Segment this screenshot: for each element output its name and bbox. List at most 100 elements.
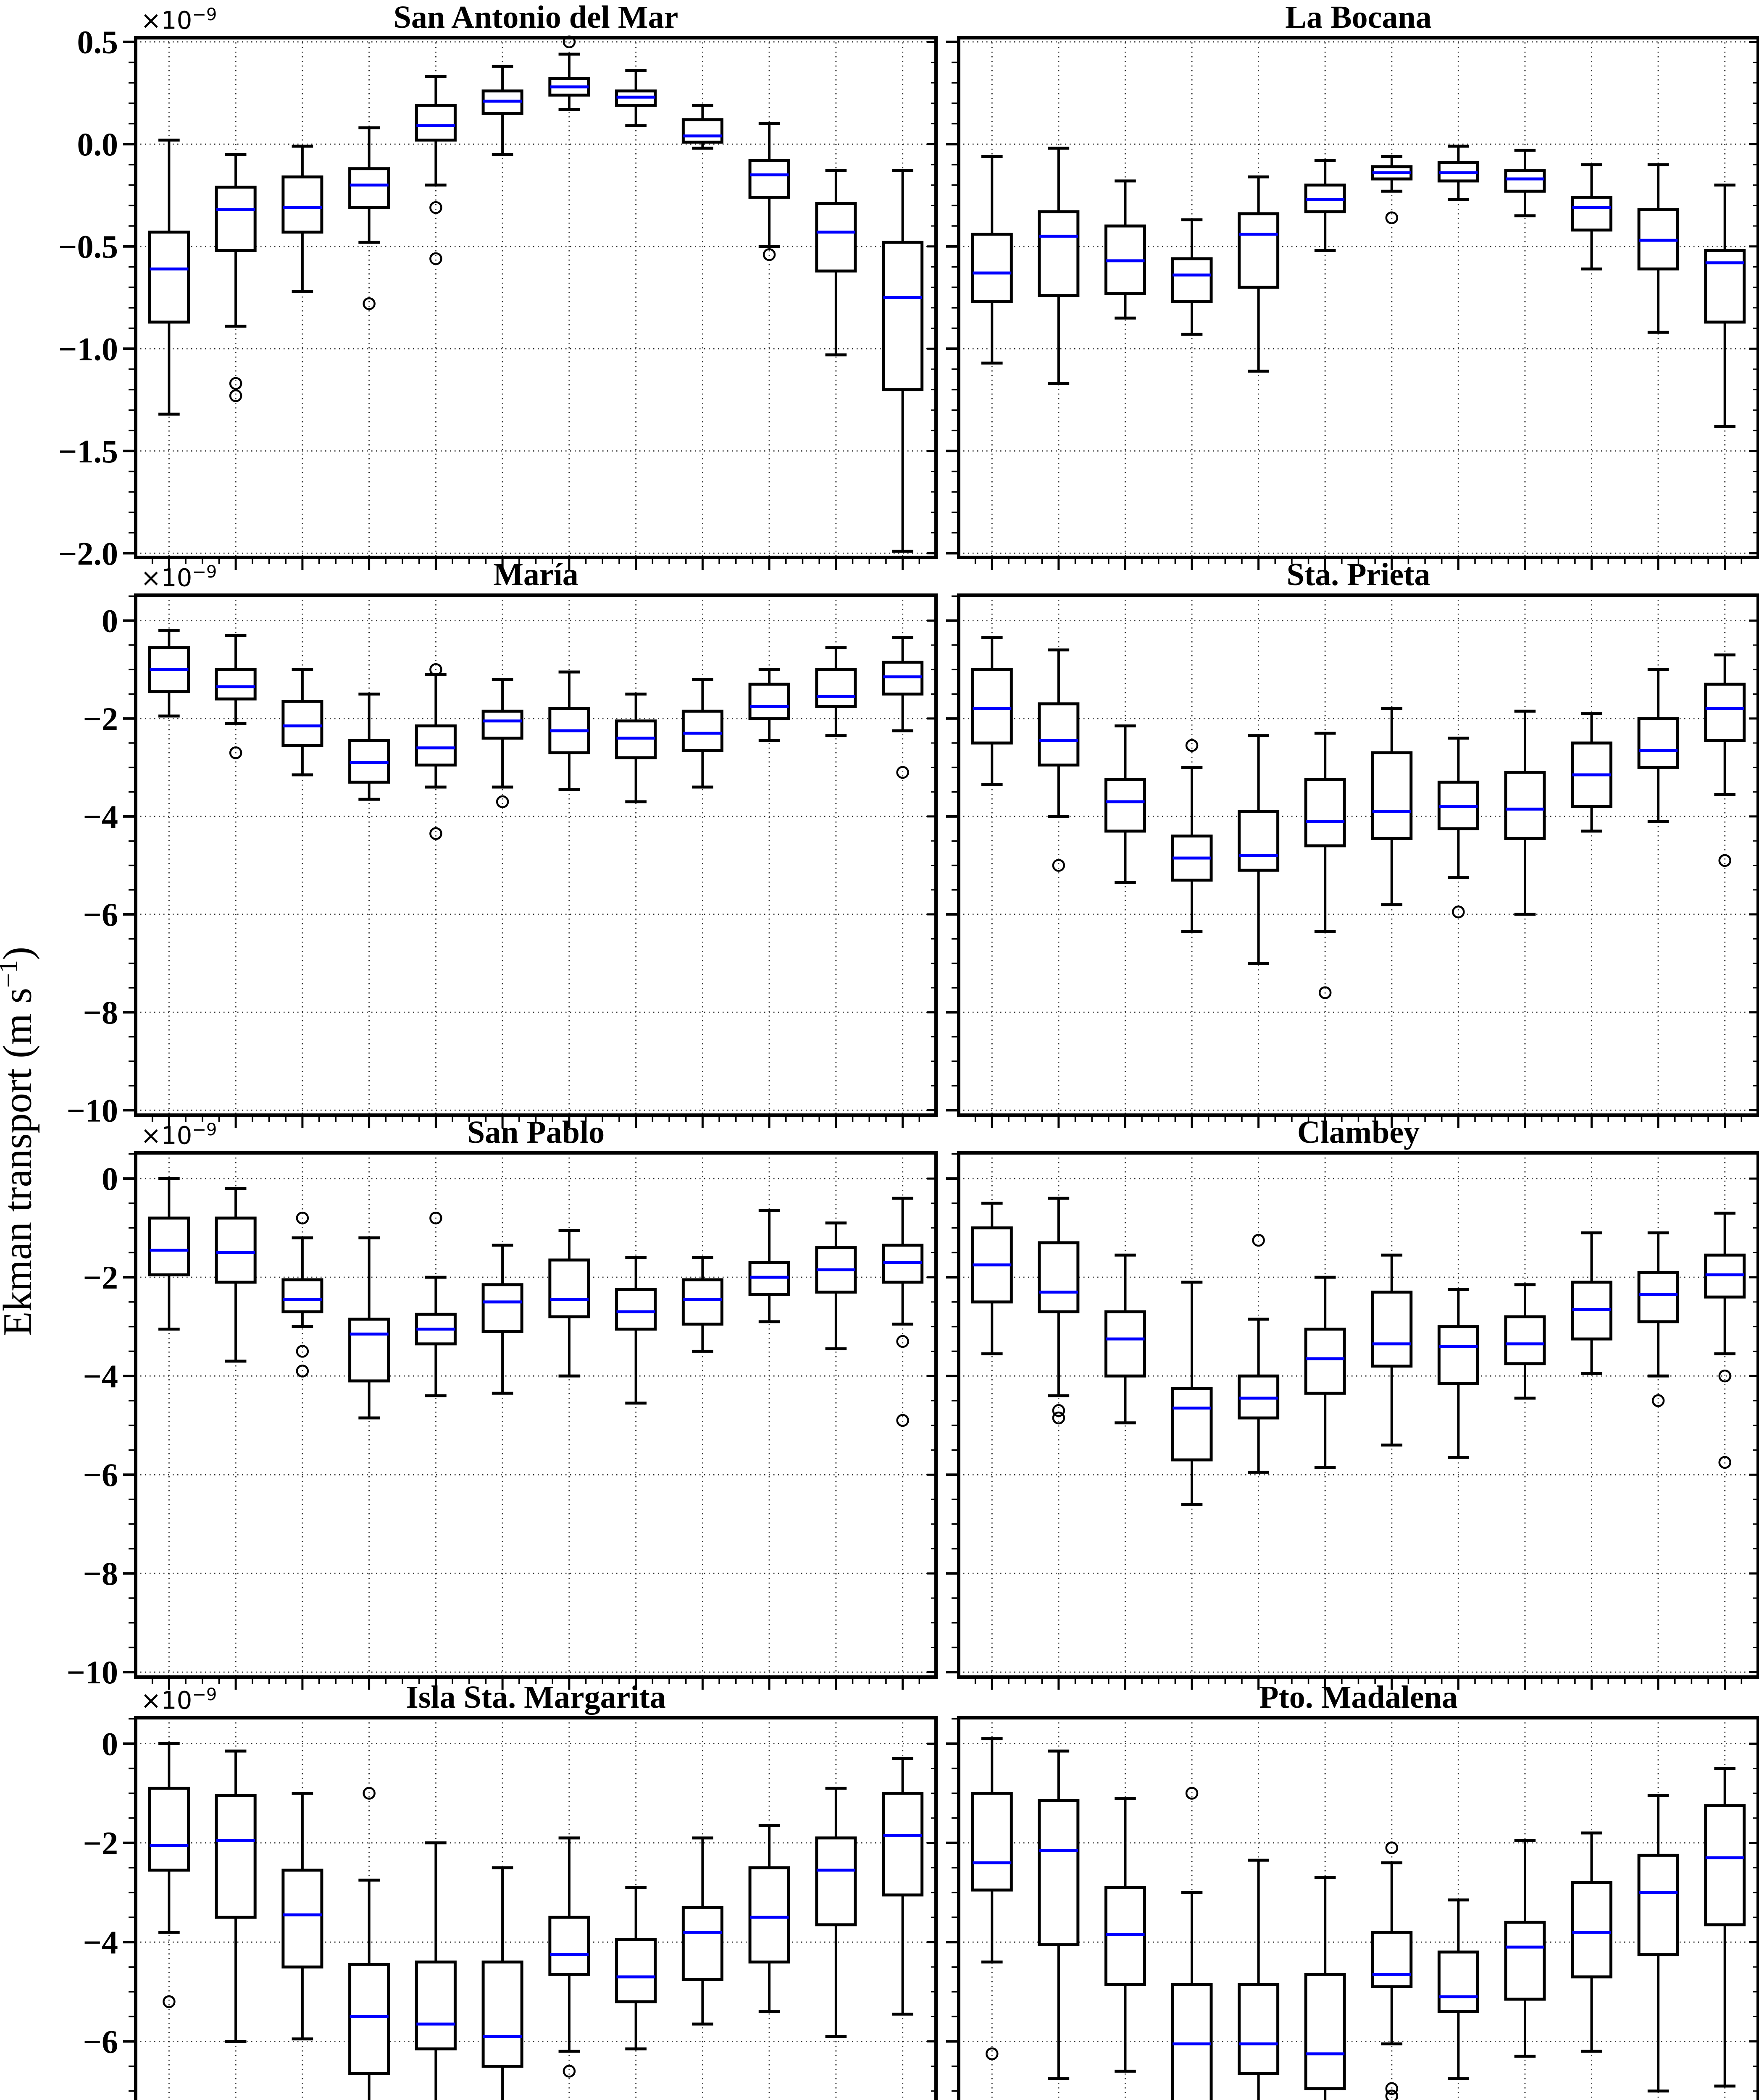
y-tick-label: −4 xyxy=(83,1924,118,1961)
outlier-marker xyxy=(896,1414,909,1427)
box-may xyxy=(415,724,457,767)
box-jun xyxy=(481,709,523,740)
panel-la-bocana xyxy=(946,36,1759,570)
outlier-marker xyxy=(1252,1234,1265,1247)
box-nov xyxy=(1637,717,1679,769)
box-apr xyxy=(1171,1387,1213,1462)
offset-base: ×10 xyxy=(141,6,192,35)
box-feb xyxy=(1038,1241,1080,1313)
y-axis-label-exponent: −1 xyxy=(0,960,23,988)
box-oct xyxy=(748,159,790,199)
y-axis-label: Ekman transport (m s−1) xyxy=(0,722,42,1562)
box-jul xyxy=(1371,751,1413,840)
box-oct xyxy=(1571,196,1613,232)
panel-sta-prieta xyxy=(946,593,1759,1128)
outlier-marker xyxy=(762,248,776,261)
y-tick-label: −2 xyxy=(83,1259,118,1296)
outlier-marker xyxy=(296,1211,309,1225)
box-apr xyxy=(1171,257,1213,303)
box-feb xyxy=(215,1216,257,1284)
box-jan xyxy=(971,233,1013,303)
outlier-marker xyxy=(1385,1841,1399,1854)
y-axis-offset-label: ×10−9 xyxy=(141,562,217,592)
box-jan xyxy=(148,1216,190,1276)
box-jul xyxy=(548,1916,590,1976)
box-oct xyxy=(748,1866,790,1964)
y-tick-label: 0 xyxy=(102,603,118,639)
y-axis-label-close: ) xyxy=(0,947,40,960)
axes-frame xyxy=(134,593,938,1117)
box-sep xyxy=(1504,1315,1546,1365)
y-axis-offset-label: ×10−9 xyxy=(141,1685,217,1714)
panel-title-maria: María xyxy=(493,557,578,592)
box-dec xyxy=(1704,249,1746,324)
box-apr xyxy=(348,1318,390,1383)
y-tick-label: −2 xyxy=(83,1825,118,1861)
y-tick-label: −1.5 xyxy=(58,433,118,470)
box-may xyxy=(1238,810,1280,872)
panel-title-san-antonio-del-mar: San Antonio del Mar xyxy=(393,0,678,35)
box-apr xyxy=(348,1963,390,2075)
offset-exponent: −9 xyxy=(192,1685,217,1704)
box-aug xyxy=(615,1938,657,2003)
offset-exponent: −9 xyxy=(192,1120,217,1139)
box-nov xyxy=(1637,1270,1679,1323)
y-tick-label: −8 xyxy=(83,994,118,1031)
y-tick-label: −6 xyxy=(83,1457,118,1493)
box-dec xyxy=(1704,1804,1746,1927)
box-may xyxy=(1238,1983,1280,2075)
panel-title-la-bocana: La Bocana xyxy=(1285,0,1432,35)
y-tick-label: −6 xyxy=(83,896,118,933)
box-sep xyxy=(1504,169,1546,193)
box-jun xyxy=(1304,778,1346,848)
y-tick-label: 0.0 xyxy=(77,126,118,163)
axes-frame xyxy=(957,36,1759,559)
box-nov xyxy=(815,202,857,273)
y-tick-label: −2 xyxy=(83,701,118,737)
y-tick-label: 0 xyxy=(102,1725,118,1762)
outlier-marker xyxy=(1185,1787,1199,1800)
box-jun xyxy=(1304,1973,1346,2090)
box-dec xyxy=(1704,682,1746,742)
outlier-marker xyxy=(429,663,442,676)
box-nov xyxy=(815,668,857,708)
y-tick-label: −10 xyxy=(67,1092,118,1129)
outlier-marker xyxy=(896,766,909,779)
y-tick-label: −4 xyxy=(83,798,118,835)
box-jun xyxy=(481,1283,523,1333)
outlier-marker xyxy=(296,1365,309,1378)
y-tick-label: −1.0 xyxy=(58,331,118,367)
y-axis-label-text: Ekman transport (m s xyxy=(0,988,40,1336)
box-may xyxy=(415,104,457,142)
outlier-marker xyxy=(1052,1411,1065,1425)
offset-exponent: −9 xyxy=(192,5,217,24)
outlier-marker xyxy=(1185,739,1199,752)
box-feb xyxy=(1038,1799,1080,1946)
outlier-marker xyxy=(496,795,509,808)
box-mar xyxy=(1104,778,1146,833)
y-tick-label: 0 xyxy=(102,1160,118,1197)
axes-frame xyxy=(957,1151,1759,1679)
offset-base: ×10 xyxy=(141,1686,192,1715)
panel-title-isla-sta-margarita: Isla Sta. Margarita xyxy=(406,1680,666,1715)
box-apr xyxy=(348,167,390,209)
box-sep xyxy=(681,118,723,144)
box-mar xyxy=(1104,1310,1146,1378)
outlier-marker xyxy=(229,377,242,390)
outlier-marker xyxy=(429,1211,442,1225)
box-jan xyxy=(148,231,190,324)
box-sep xyxy=(681,1278,723,1326)
outlier-marker xyxy=(363,297,376,310)
box-feb xyxy=(215,1794,257,1919)
box-sep xyxy=(1504,771,1546,840)
box-oct xyxy=(1571,1881,1613,1979)
box-feb xyxy=(1038,702,1080,767)
box-dec xyxy=(882,241,924,391)
box-mar xyxy=(281,1278,323,1313)
box-dec xyxy=(882,1792,924,1897)
outlier-marker xyxy=(429,252,442,265)
outlier-marker xyxy=(563,2065,576,2078)
outlier-marker xyxy=(1052,1404,1065,1417)
